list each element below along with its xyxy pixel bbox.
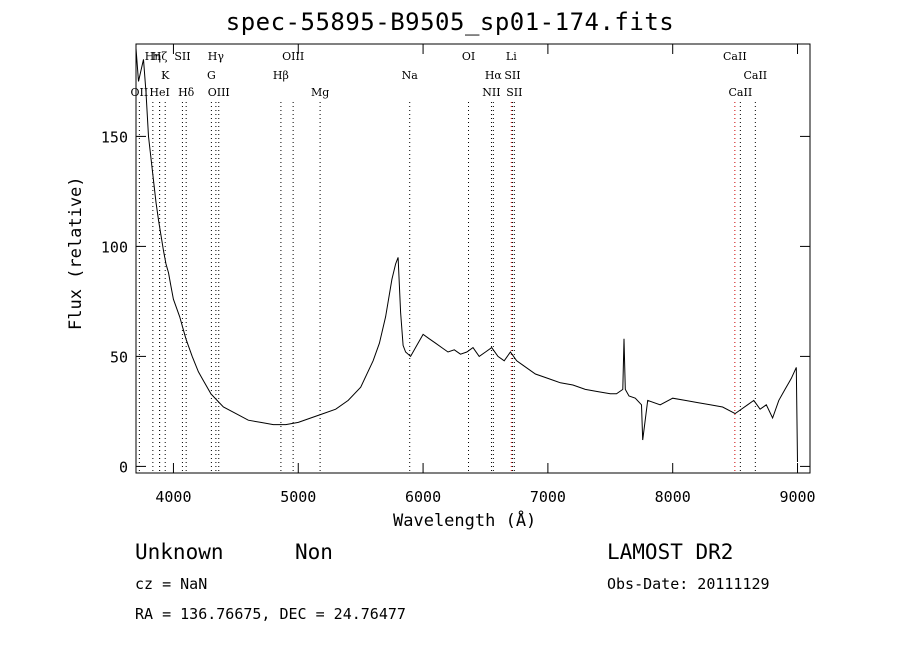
axis-ticks: 4000 5000 6000 7000 8000 9000 0 50 100 150 xyxy=(101,44,816,506)
x-tick-label: 4000 xyxy=(155,488,191,506)
line-marker-label: G xyxy=(207,69,216,82)
observation-date: Obs-Date: 20111129 xyxy=(607,575,770,593)
x-axis-label: Wavelength (Å) xyxy=(393,511,537,531)
line-marker-label: SII xyxy=(506,86,522,99)
line-marker-label: K xyxy=(161,69,170,82)
x-tick-label: 9000 xyxy=(779,488,815,506)
line-marker-label: OII xyxy=(131,86,149,99)
line-marker-label: Hζ xyxy=(152,50,168,63)
x-tick-label: 6000 xyxy=(405,488,441,506)
line-marker-label: Hη xyxy=(145,50,161,63)
line-marker-label: Hα xyxy=(485,69,503,82)
y-tick-label: 150 xyxy=(101,128,128,146)
line-marker-label: CaII xyxy=(743,69,767,82)
line-marker-label: Hδ xyxy=(178,86,195,99)
y-tick-label: 50 xyxy=(110,348,128,366)
plot-frame xyxy=(135,43,811,474)
line-marker-label: Hβ xyxy=(273,69,289,82)
coordinates-text: RA = 136.76675, DEC = 24.76477 xyxy=(135,605,406,623)
spectrum-line xyxy=(135,48,798,463)
line-marker-label: Na xyxy=(402,69,419,82)
line-marker-label: Li xyxy=(506,50,517,63)
line-marker-label: Hγ xyxy=(208,50,225,63)
line-marker-label: CaII xyxy=(723,50,747,63)
x-tick-label: 5000 xyxy=(280,488,316,506)
redshift-text: cz = NaN xyxy=(135,575,208,593)
line-marker-label: NII xyxy=(482,86,500,99)
x-tick-label: 7000 xyxy=(530,488,566,506)
line-marker-label: OI xyxy=(462,50,475,63)
emission-line-markers: OII HηK HeI Hζ SII Hδ Hγ G OIII OIII Hβ Mg Na OI Hα NII… xyxy=(131,50,767,473)
x-tick-label: 8000 xyxy=(655,488,691,506)
line-marker-label: OIII xyxy=(208,86,230,99)
y-tick-label: 0 xyxy=(119,458,128,476)
chart-title: spec-55895-B9505_sp01-174.fits xyxy=(225,8,675,36)
object-class: Unknown xyxy=(135,540,224,564)
line-marker-label: OIII xyxy=(282,50,304,63)
line-marker-label: HeI xyxy=(149,86,169,99)
y-tick-label: 100 xyxy=(101,238,128,256)
line-marker-label: SII xyxy=(504,69,520,82)
line-marker-label: Mg xyxy=(311,86,329,99)
line-marker-label: SII xyxy=(174,50,190,63)
object-subclass: Non xyxy=(295,540,333,564)
y-axis-label: Flux (relative) xyxy=(66,176,86,330)
line-marker-label: CaII xyxy=(729,86,753,99)
survey-name: LAMOST DR2 xyxy=(607,540,734,564)
